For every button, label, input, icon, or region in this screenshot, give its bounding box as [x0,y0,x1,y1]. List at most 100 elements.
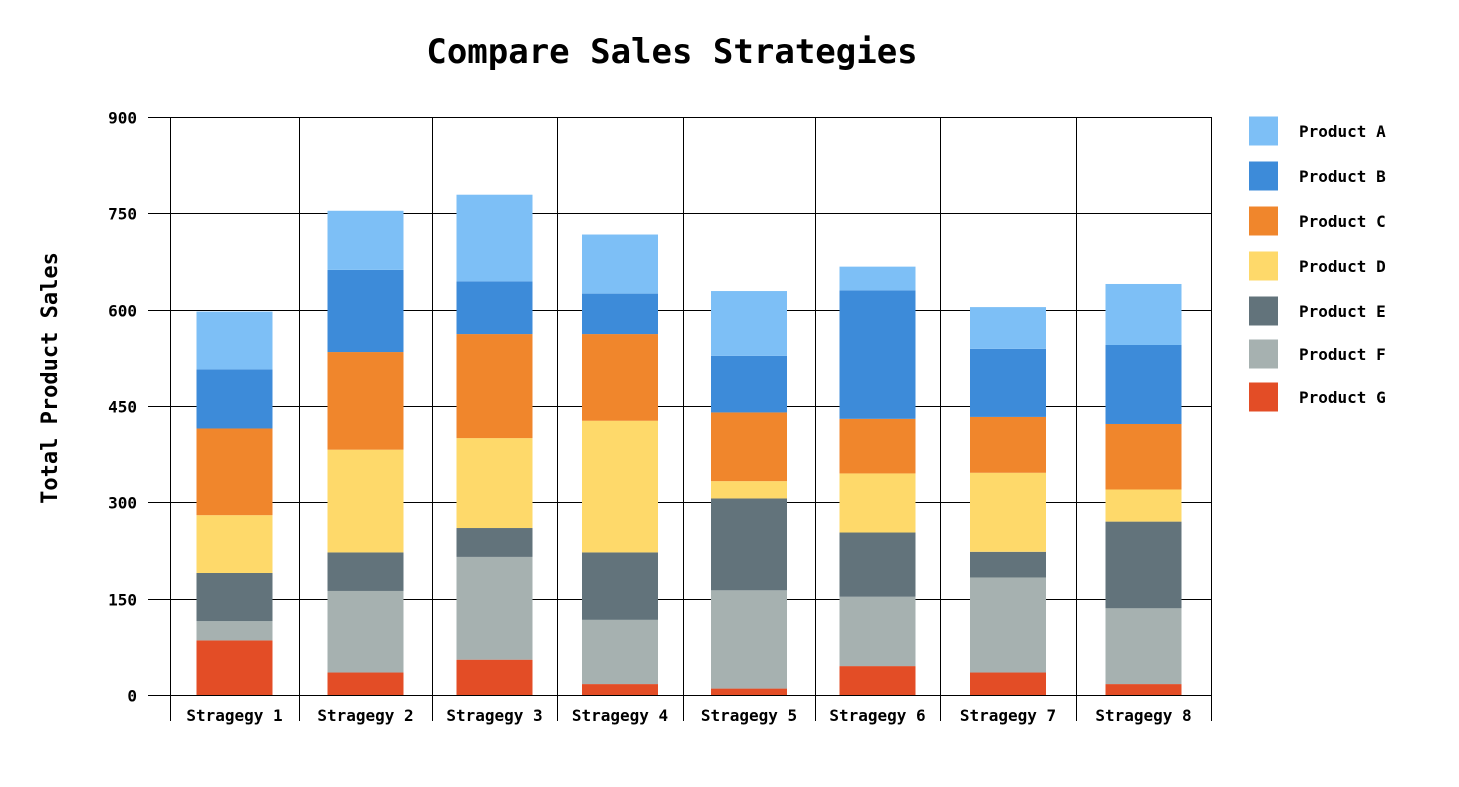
y-axis-title: Total Product Sales [38,252,63,504]
x-tick-label: Stragegy 6 [829,706,925,725]
y-tick-label: 750 [108,205,137,224]
bar-segment [711,291,787,356]
bar-segment [1105,423,1182,490]
legend-label: Product B [1299,167,1386,186]
bar-segment [582,420,658,553]
legend: Product A Product B Product C Product D Prod… [1249,116,1386,412]
y-tick-label: 450 [108,398,137,417]
y-tick-label: 300 [108,494,137,513]
bar-segment [839,473,916,533]
legend-swatch [1249,382,1278,412]
bar-segment [839,418,916,474]
bar-stack [970,307,1046,695]
legend-swatch [1249,251,1278,281]
bar-segment [456,438,533,529]
bar-segment [582,234,658,294]
bar-segment [196,311,273,370]
x-tick-label: Stragegy 8 [1095,706,1191,725]
y-tick-label: 150 [108,591,137,610]
bar-segment [327,672,404,695]
bar-segment [711,590,787,689]
bar-segment [327,590,404,673]
bar-segment [1105,684,1182,695]
axis-layer: 0 150 300 450 600 750 900 Stragegy 1 Stragegy 2 S… [108,109,1192,726]
bar-stack [711,291,787,695]
bar-stack [196,311,273,695]
bar-segment [582,619,658,685]
bar-segment [1105,283,1182,345]
legend-item: Product C [1249,206,1386,236]
bar-segment [711,481,787,499]
bar-segment [456,528,533,557]
bar-segment [970,472,1046,552]
bar-segment [582,293,658,335]
x-tick-label: Stragegy 2 [317,706,413,725]
bar-stack [456,194,533,695]
bar-segment [711,412,787,482]
bar-segment [582,684,658,695]
x-tick-label: Stragegy 1 [186,706,282,725]
legend-swatch [1249,206,1278,236]
legend-swatch [1249,339,1278,369]
bar-segment [196,572,273,622]
bar-segment [456,281,533,335]
bar-segment [711,498,787,591]
bar-segment [711,688,787,695]
legend-item: Product G [1249,382,1386,412]
bar-segment [196,515,273,573]
bar-segment [327,352,404,450]
bar-segment [456,556,533,660]
legend-label: Product F [1299,345,1386,364]
legend-item: Product B [1249,161,1386,191]
legend-label: Product C [1299,212,1386,231]
bar-segment [839,290,916,419]
bar-segment [839,666,916,695]
legend-swatch [1249,296,1278,326]
x-tick-label: Stragegy 7 [960,706,1056,725]
bar-segment [1105,489,1182,522]
bar-segment [327,552,404,591]
legend-item: Product E [1249,296,1386,326]
y-tick-label: 600 [108,302,137,321]
bar-segment [711,355,787,413]
bar-stack [327,210,404,695]
legend-item: Product F [1249,339,1386,369]
bar-segment [582,334,658,421]
x-tick-label: Stragegy 5 [701,706,797,725]
legend-swatch [1249,161,1278,191]
y-tick-label: 0 [127,687,137,706]
legend-label: Product D [1299,257,1386,276]
y-tick-label: 900 [108,109,137,128]
bar-segment [970,307,1046,349]
bar-segment [1105,521,1182,609]
bar-segment [839,266,916,291]
legend-item: Product D [1249,251,1386,281]
bar-segment [456,334,533,439]
legend-item: Product A [1249,116,1386,146]
legend-label: Product G [1299,388,1386,407]
bar-segment [839,532,916,597]
bar-segment [1105,344,1182,424]
bar-segment [970,551,1046,578]
legend-label: Product E [1299,302,1386,321]
bar-segment [970,348,1046,417]
x-tick-label: Stragegy 4 [572,706,668,725]
bar-segment [1105,608,1182,685]
bar-segment [970,672,1046,695]
bar-segment [970,577,1046,673]
bar-segment [196,369,273,429]
bar-stack [839,266,916,695]
bar-segment [456,659,533,695]
chart-title: Compare Sales Strategies [426,32,917,72]
bar-segment [839,596,916,667]
bars-layer [196,194,1182,695]
bar-segment [196,428,273,516]
legend-swatch [1249,116,1278,146]
grid-layer [148,117,1212,721]
bar-segment [456,194,533,282]
bar-segment [582,552,658,620]
bar-segment [196,621,273,641]
x-tick-label: Stragegy 3 [446,706,542,725]
